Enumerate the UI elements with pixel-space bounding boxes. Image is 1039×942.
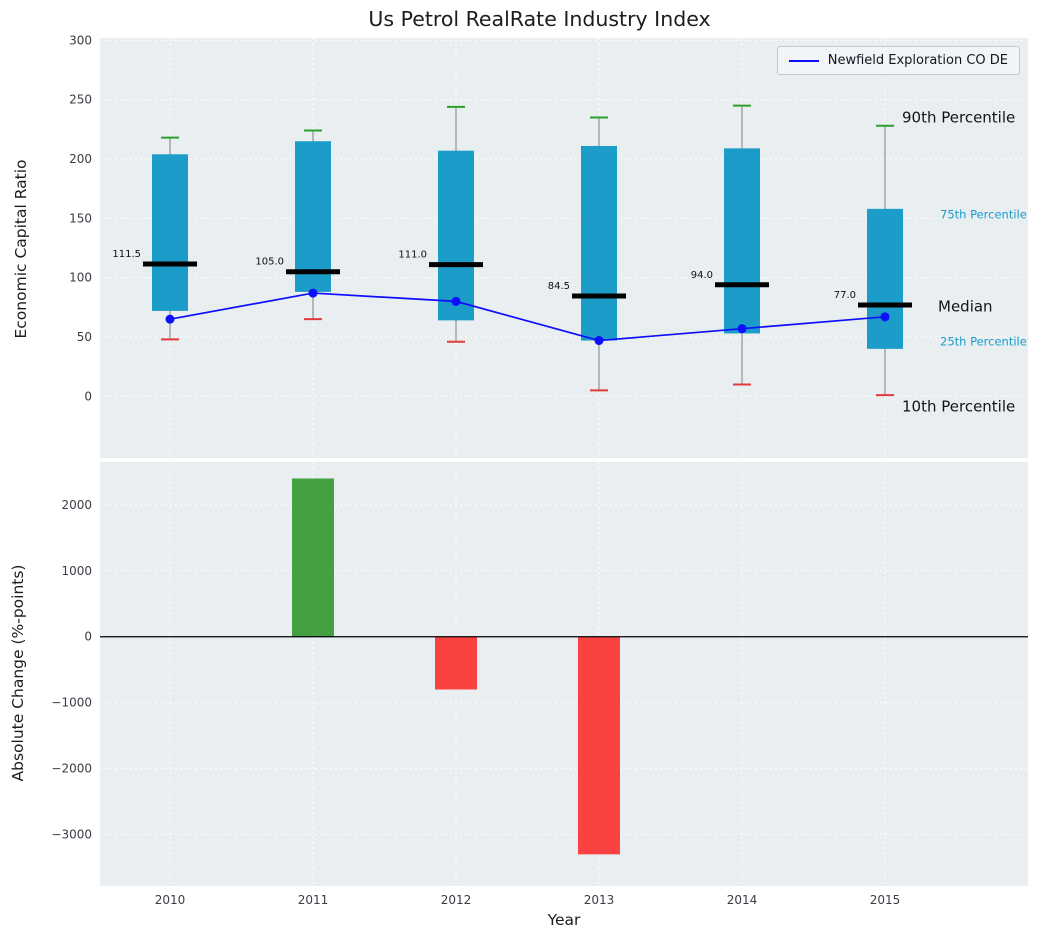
svg-text:2011: 2011: [298, 893, 329, 907]
iqr-box: [295, 141, 331, 292]
company-marker: [880, 312, 890, 322]
median-value-label: 77.0: [834, 290, 856, 301]
company-marker: [451, 296, 461, 306]
annotation-median: Median: [938, 297, 993, 315]
box-2010: 111.5: [112, 136, 197, 341]
svg-text:300: 300: [69, 33, 92, 47]
legend: Newfield Exploration CO DE: [776, 46, 1020, 75]
svg-text:150: 150: [69, 211, 92, 225]
iqr-box: [581, 145, 617, 341]
change-bars: [292, 478, 620, 855]
legend-line-sample: [788, 59, 819, 62]
svg-text:−1000: −1000: [51, 696, 92, 710]
iqr-box: [724, 148, 760, 334]
bar-2012: [435, 636, 477, 690]
svg-text:1000: 1000: [61, 564, 92, 578]
box-2014: 94.0: [691, 104, 769, 386]
annotation-p90: 90th Percentile: [902, 108, 1015, 126]
top-ytick-labels: 0 50 100 150 200 250 300: [69, 33, 92, 403]
box-2011: 105.0: [255, 129, 340, 321]
median-value-label: 111.5: [112, 249, 141, 260]
median-value-label: 105.0: [255, 257, 284, 268]
annotation-p10: 10th Percentile: [902, 398, 1015, 416]
annotation-p25: 25th Percentile: [940, 334, 1027, 348]
svg-text:50: 50: [77, 330, 92, 344]
xtick-labels: 2010 2011 2012 2013 2014 2015: [155, 893, 901, 907]
iqr-box: [152, 154, 188, 311]
svg-text:−3000: −3000: [51, 828, 92, 842]
svg-text:100: 100: [69, 271, 92, 285]
median-value-label: 111.0: [398, 250, 427, 261]
company-series: [165, 288, 890, 346]
company-line: [169, 292, 886, 342]
svg-text:2012: 2012: [441, 893, 472, 907]
boxplots: 111.5 105.0 111.0 84.5 94.0 77.0: [112, 104, 912, 397]
company-marker: [308, 288, 318, 298]
xlabel: Year: [547, 911, 581, 929]
iqr-box: [438, 150, 474, 321]
bottom-ylabel: Absolute Change (%-points): [9, 564, 27, 782]
legend-label: Newfield Exploration CO DE: [827, 53, 1008, 68]
bottom-ytick-labels: −3000 −2000 −1000 0 1000 2000: [51, 498, 92, 842]
box-2015: 77.0: [834, 124, 912, 397]
annotation-p75: 75th Percentile: [940, 207, 1027, 221]
box-2012: 111.0: [398, 105, 483, 343]
company-marker: [737, 324, 747, 334]
bottom-plot-bg: [100, 462, 1028, 886]
svg-text:−2000: −2000: [51, 762, 92, 776]
svg-text:0: 0: [84, 389, 92, 403]
median-value-label: 94.0: [691, 270, 713, 281]
svg-text:250: 250: [69, 93, 92, 107]
bar-2011: [292, 478, 334, 637]
company-marker: [594, 336, 604, 346]
svg-text:0: 0: [84, 630, 92, 644]
iqr-box: [867, 208, 903, 349]
svg-text:2010: 2010: [155, 893, 186, 907]
svg-text:2013: 2013: [584, 893, 615, 907]
top-ylabel: Economic Capital Ratio: [12, 159, 30, 339]
bar-2013: [578, 636, 620, 855]
median-value-label: 84.5: [548, 281, 570, 292]
chart-title: Us Petrol RealRate Industry Index: [368, 7, 711, 31]
svg-text:200: 200: [69, 152, 92, 166]
svg-text:2014: 2014: [727, 893, 758, 907]
percentile-annotations: 90th Percentile 75th Percentile Median 25th…: [902, 108, 1027, 415]
svg-text:2015: 2015: [870, 893, 901, 907]
box-2013: 84.5: [548, 116, 626, 392]
svg-text:2000: 2000: [61, 498, 92, 512]
company-marker: [165, 314, 175, 324]
